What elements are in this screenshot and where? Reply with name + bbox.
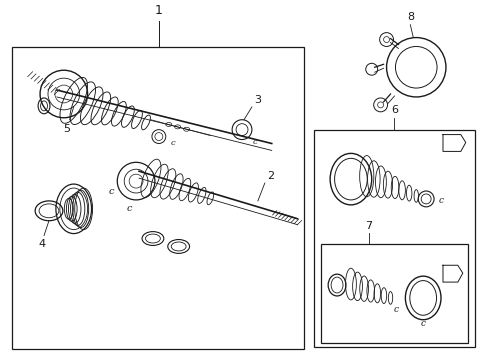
Text: 8: 8 — [406, 12, 413, 22]
Text: c: c — [170, 139, 175, 148]
Text: 7: 7 — [365, 221, 371, 231]
Text: 1: 1 — [155, 4, 163, 17]
Text: c: c — [126, 204, 132, 213]
Text: 6: 6 — [390, 105, 397, 115]
Text: 2: 2 — [266, 171, 273, 181]
Bar — [12, 48, 304, 350]
Text: c: c — [108, 186, 114, 195]
Text: c: c — [393, 305, 398, 314]
Text: 5: 5 — [63, 124, 70, 134]
Bar — [314, 130, 474, 347]
Text: 4: 4 — [39, 239, 45, 248]
Text: c: c — [252, 138, 257, 145]
Text: c: c — [420, 319, 425, 328]
Text: 3: 3 — [253, 95, 261, 105]
Text: c: c — [438, 197, 443, 206]
Bar — [321, 244, 467, 343]
